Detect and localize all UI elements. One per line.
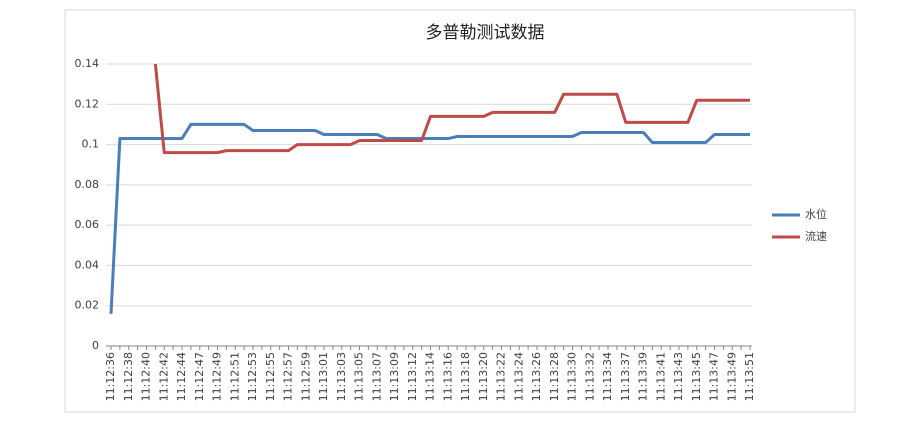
x-tick-label: 11:13:37 <box>619 352 632 401</box>
x-tick-label: 11:12:38 <box>122 352 135 401</box>
x-tick-label: 11:13:51 <box>743 352 756 401</box>
x-tick-label: 11:13:34 <box>601 352 614 401</box>
x-tick-label: 11:13:24 <box>512 352 525 401</box>
y-tick-label: 0 <box>92 339 99 352</box>
x-tick-label: 11:13:20 <box>477 352 490 401</box>
x-tick-label: 11:13:39 <box>637 352 650 401</box>
y-tick-label: 0.04 <box>75 258 100 271</box>
y-tick-label: 0.08 <box>75 178 100 191</box>
x-tick-label: 11:12:44 <box>175 352 188 401</box>
x-tick-label: 11:13:43 <box>672 352 685 401</box>
x-tick-label: 11:13:47 <box>708 352 721 401</box>
x-tick-label: 11:12:59 <box>299 352 312 401</box>
x-tick-label: 11:13:14 <box>424 352 437 401</box>
chart-border <box>64 9 856 413</box>
x-tick-label: 11:12:40 <box>140 352 153 401</box>
x-tick-label: 11:13:03 <box>335 352 348 401</box>
y-tick-label: 0.14 <box>75 57 100 70</box>
chart-title: 多普勒测试数据 <box>426 23 545 43</box>
x-tick-label: 11:12:42 <box>157 352 170 401</box>
x-tick-label: 11:12:36 <box>104 352 117 401</box>
series-line <box>153 63 750 155</box>
x-tick-label: 11:13:09 <box>388 352 401 401</box>
series-line <box>109 122 750 314</box>
x-tick-label: 11:13:07 <box>370 352 383 401</box>
x-tick-label: 11:12:51 <box>228 352 241 401</box>
x-tick-label: 11:13:16 <box>441 352 454 401</box>
x-tick-label: 11:13:45 <box>690 352 703 401</box>
x-tick-label: 11:13:12 <box>406 352 419 401</box>
x-tick-label: 11:13:28 <box>548 352 561 401</box>
x-tick-label: 11:13:49 <box>725 352 738 401</box>
x-tick-label: 11:12:49 <box>211 352 224 401</box>
legend-label: 流速 <box>805 229 827 243</box>
x-tick-label: 11:12:47 <box>193 352 206 401</box>
legend-label: 水位 <box>805 207 827 221</box>
y-tick-label: 0.02 <box>75 299 100 312</box>
x-tick-label: 11:13:30 <box>566 352 579 401</box>
x-tick-label: 11:13:32 <box>583 352 596 401</box>
x-tick-label: 11:12:57 <box>282 352 295 401</box>
x-tick-label: 11:12:55 <box>264 352 277 401</box>
y-tick-label: 0.1 <box>82 138 100 151</box>
x-tick-label: 11:13:01 <box>317 352 330 401</box>
x-tick-label: 11:13:05 <box>353 352 366 401</box>
y-tick-label: 0.12 <box>75 97 100 110</box>
x-tick-label: 11:13:41 <box>654 352 667 401</box>
x-tick-label: 11:13:22 <box>495 352 508 401</box>
x-tick-label: 11:12:53 <box>246 352 259 401</box>
y-tick-label: 0.06 <box>75 218 100 231</box>
x-tick-label: 11:13:26 <box>530 352 543 401</box>
x-tick-label: 11:13:18 <box>459 352 472 401</box>
